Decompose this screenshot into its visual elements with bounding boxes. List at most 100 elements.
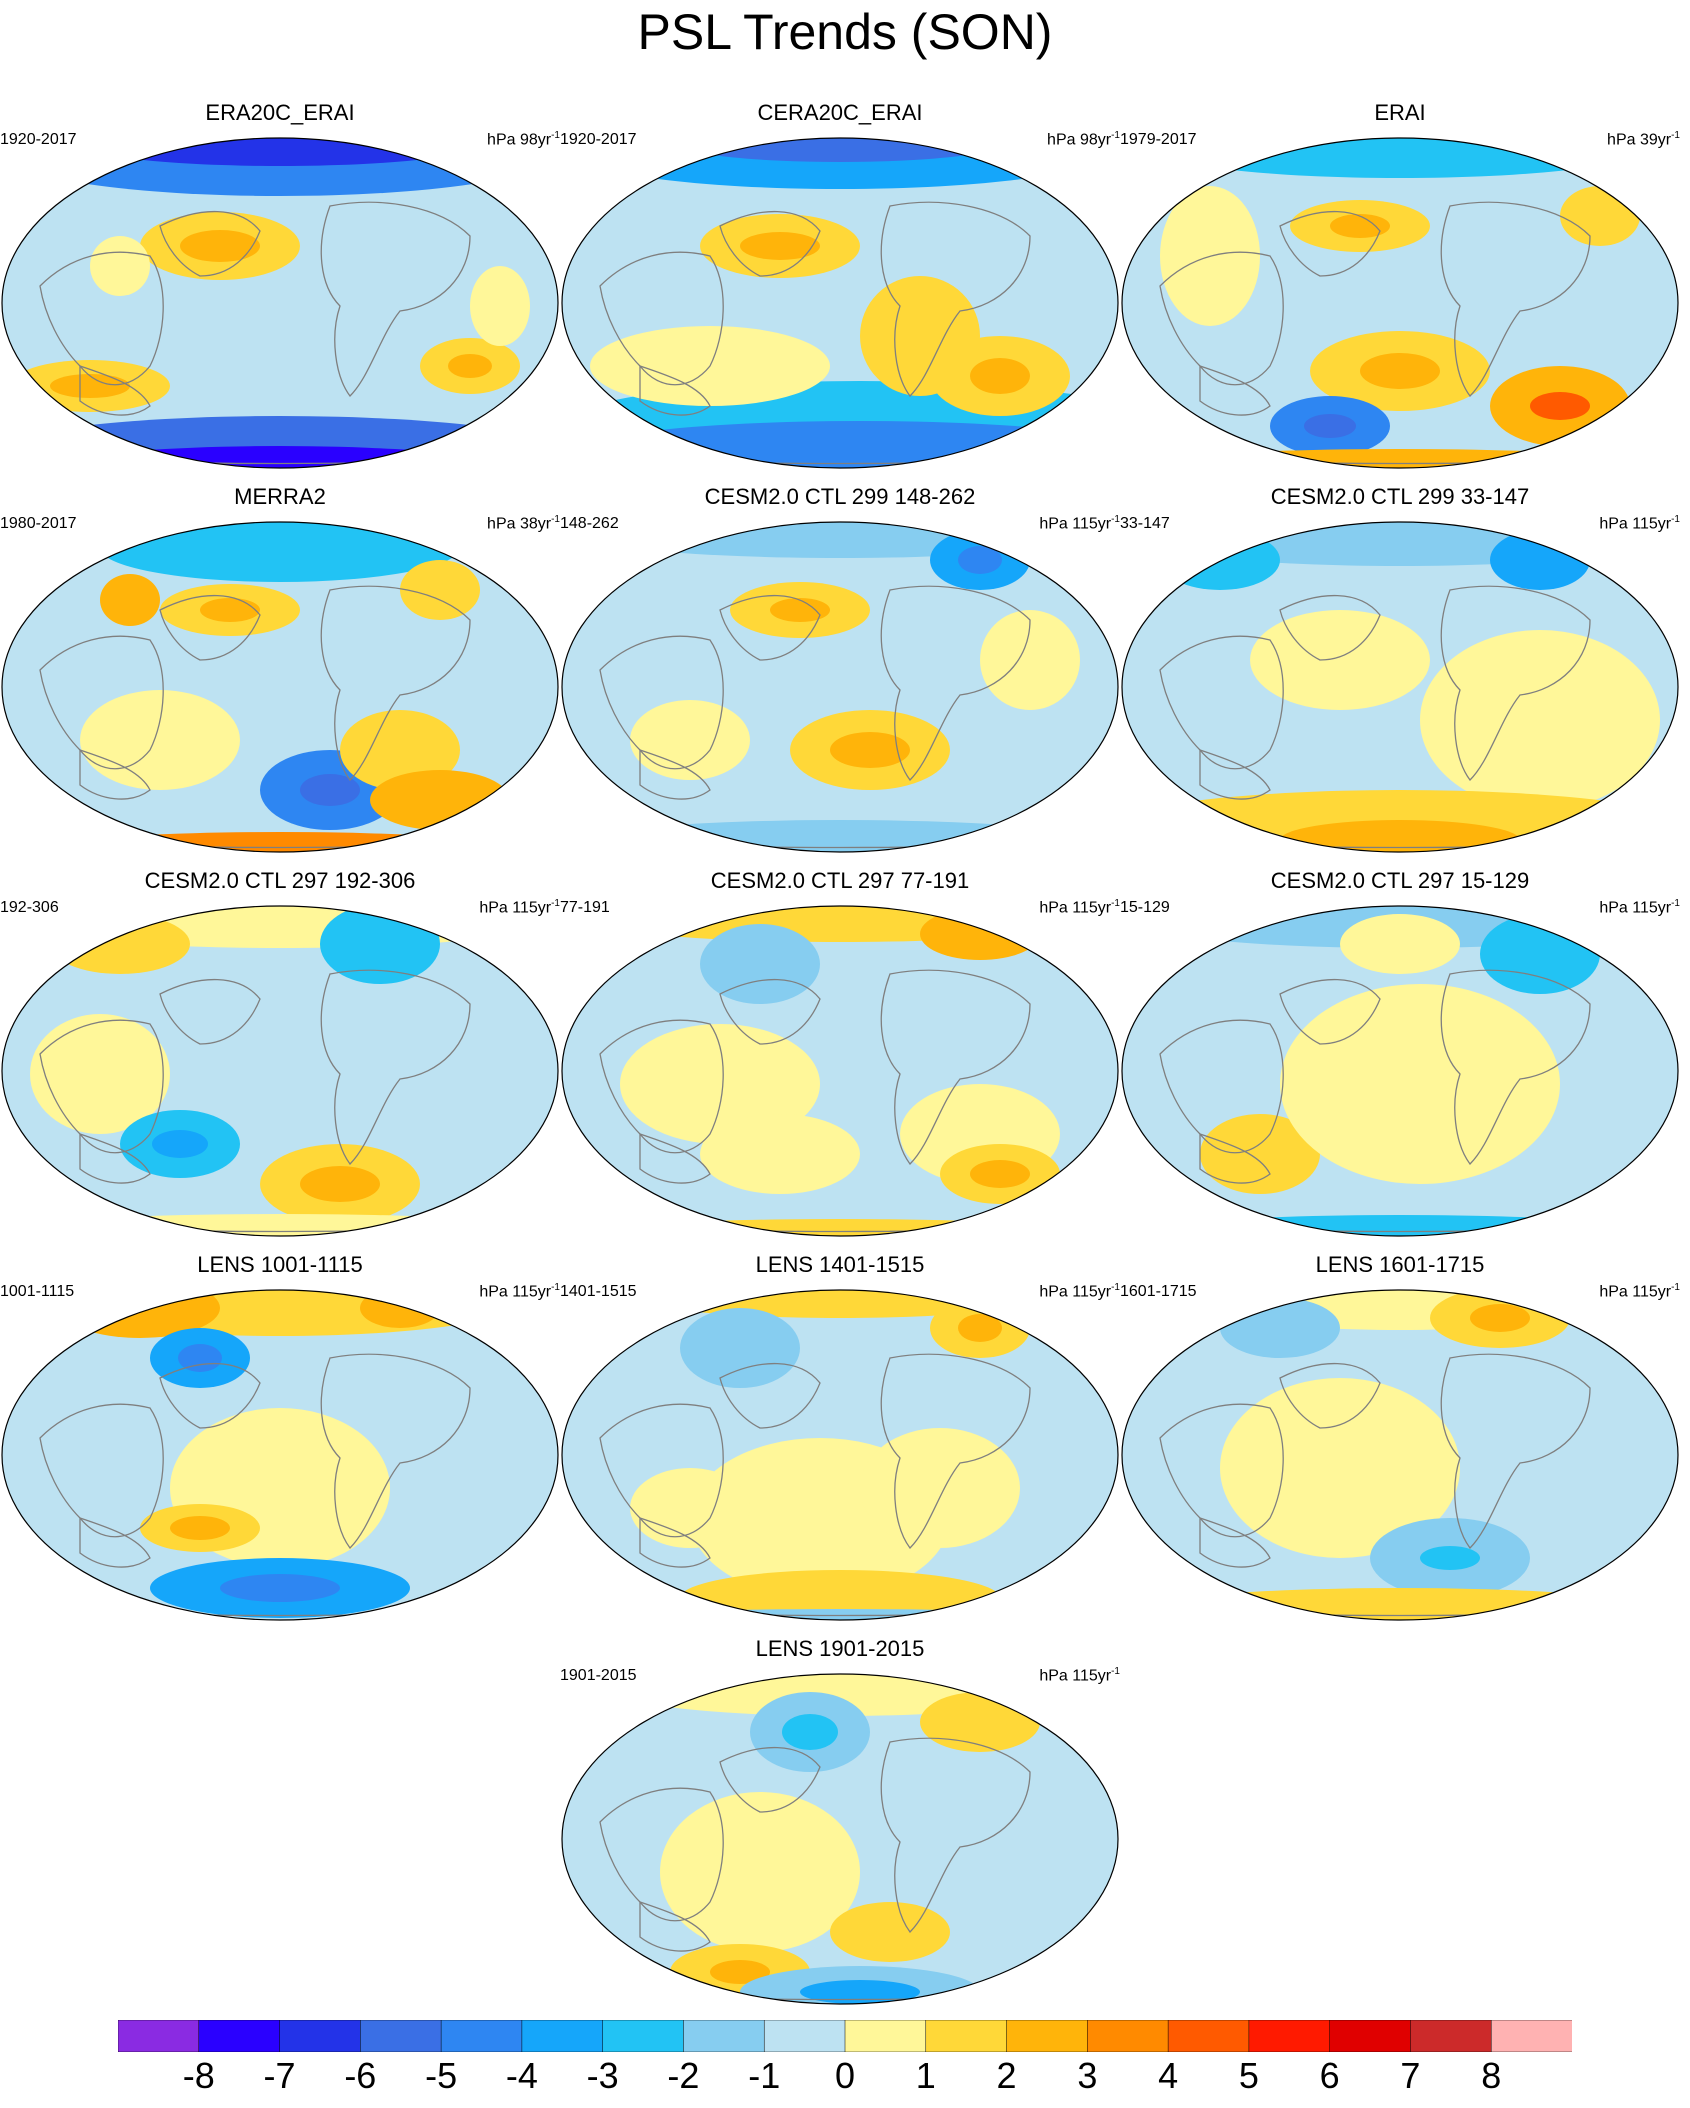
anomaly-region: [800, 1980, 920, 2004]
colorbar-swatch: [1006, 2020, 1089, 2052]
anomaly-region: [50, 374, 130, 398]
coastline: [1199, 365, 1271, 416]
coastline: [39, 1403, 164, 1538]
anomaly-region: [1560, 186, 1640, 246]
coastline: [719, 1746, 821, 1813]
colorbar-swatch: [279, 2020, 362, 2052]
anomaly-region: [562, 820, 1118, 852]
anomaly-region: [2, 1214, 558, 1236]
colorbar-tick-label: -2: [667, 2055, 700, 2096]
robinson-map: [561, 137, 1119, 469]
anomaly-region: [562, 1219, 1118, 1236]
anomaly-region: [710, 1960, 770, 1984]
colorbar-swatch: [925, 2020, 1008, 2052]
anomaly-region: [1140, 522, 1660, 566]
map-border: [561, 521, 1119, 853]
panel-title: ERA20C_ERAI: [205, 100, 355, 125]
anomaly-region: [1220, 1298, 1340, 1358]
anomaly-region: [680, 1308, 800, 1388]
colorbar-swatch: [1490, 2020, 1572, 2052]
colorbar-tick-label: -7: [263, 2055, 296, 2096]
colorbar-tick-label: -8: [182, 2055, 215, 2096]
colorbar-swatch: [1087, 2020, 1169, 2052]
map-border: [1, 137, 559, 469]
anomaly-region: [1480, 914, 1600, 994]
anomaly-region: [170, 1516, 230, 1540]
coastline: [79, 749, 151, 800]
map-border: [561, 1289, 1119, 1621]
coastline: [1440, 1353, 1591, 1549]
robinson-map: [1121, 905, 1679, 1237]
map-panel: LENS 1901-2015 1901-2015 hPa 115yr-1: [560, 1636, 1120, 2006]
map-border: [1121, 905, 1679, 1237]
panel-period: 33-147: [1120, 515, 1170, 532]
map-panel: CESM2.0 CTL 299 148-262 148-262 hPa 115yr-…: [560, 484, 1120, 854]
colorbar-labels: -8 -7 -6 -5 -4 -3 -2 -1 0 1 2 3 4 5 6 7 8: [118, 2054, 1572, 2104]
colorbar-tick-label: 7: [1400, 2055, 1421, 2096]
anomaly-region: [1030, 436, 1090, 468]
robinson-map: [1121, 521, 1679, 853]
anomaly-region: [340, 710, 460, 790]
panel-period: 1979-2017: [1120, 131, 1197, 148]
panel-units: hPa 38yr-1: [487, 514, 560, 533]
coastline: [79, 1517, 151, 1568]
anomaly-region: [770, 598, 830, 622]
anomaly-region: [200, 598, 260, 622]
coastline: [719, 978, 821, 1045]
anomaly-region: [1122, 449, 1678, 468]
coastline: [1440, 969, 1591, 1165]
map-panel: ERAI 1979-2017 hPa 39yr-1: [1120, 100, 1680, 470]
panel-title: LENS 1901-2015: [755, 1636, 925, 1661]
panel-period: 1901-2015: [560, 1667, 637, 1684]
anomaly-region: [220, 1574, 340, 1602]
anomaly-region: [30, 1014, 170, 1134]
anomaly-region: [1330, 214, 1390, 238]
panel-period: 1401-1515: [560, 1283, 637, 1300]
coastline: [1159, 1403, 1284, 1538]
coastline: [39, 635, 164, 770]
robinson-map: [561, 905, 1119, 1237]
map-panel: LENS 1401-1515 1401-1515 hPa 115yr-1: [560, 1252, 1120, 1622]
map-panel: LENS 1001-1115 1001-1115 hPa 115yr-1: [0, 1252, 560, 1622]
colorbar-swatch: [763, 2020, 846, 2052]
robinson-map: [561, 1289, 1119, 1621]
anomaly-region: [1420, 1546, 1480, 1570]
coastline: [639, 1901, 711, 1952]
anomaly-region: [90, 236, 150, 296]
coastline: [599, 1403, 724, 1538]
coastline: [719, 1362, 821, 1429]
anomaly-region: [1490, 530, 1590, 590]
anomaly-region: [152, 1130, 208, 1158]
anomaly-region: [620, 1024, 820, 1144]
colorbar-swatch: [844, 2020, 927, 2052]
anomaly-region: [782, 1714, 838, 1750]
map-border: [561, 905, 1119, 1237]
panel-units: hPa 115yr-1: [1599, 514, 1680, 533]
anomaly-region: [178, 1344, 222, 1372]
map-panel: CERA20C_ERAI 1920-2017 hPa 98yr-1: [560, 100, 1120, 470]
coastline: [880, 585, 1031, 781]
colorbar-tick-label: -1: [748, 2055, 781, 2096]
anomaly-region: [100, 574, 160, 626]
coastline: [1279, 1362, 1381, 1429]
map-border: [1, 1289, 559, 1621]
anomaly-region: [630, 1468, 750, 1548]
anomaly-region: [50, 914, 190, 974]
panel-title: CESM2.0 CTL 297 15-129: [1270, 868, 1530, 893]
colorbar-tick-label: 3: [1077, 2055, 1098, 2096]
coastline: [639, 1517, 711, 1568]
coastline: [159, 978, 261, 1045]
colorbar-tick-label: -3: [586, 2055, 619, 2096]
coastline: [1159, 635, 1284, 770]
coastline: [719, 210, 821, 277]
panel-units: hPa 98yr-1: [1047, 130, 1120, 149]
map-border: [1121, 521, 1679, 853]
colorbar-swatch: [521, 2020, 604, 2052]
coastline: [639, 749, 711, 800]
anomaly-region: [700, 924, 820, 1004]
anomaly-region: [20, 906, 540, 948]
coastline: [599, 251, 724, 386]
panel-units: hPa 115yr-1: [479, 898, 560, 917]
robinson-map: [1, 1289, 559, 1621]
robinson-map: [1, 905, 559, 1237]
